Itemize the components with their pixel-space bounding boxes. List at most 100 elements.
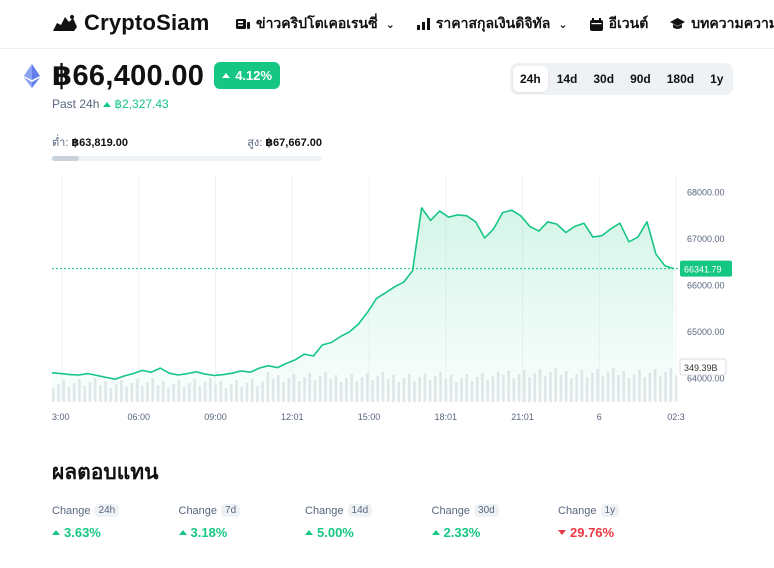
return-period-badge: 24h bbox=[94, 504, 120, 517]
return-period-badge: 14d bbox=[347, 504, 373, 517]
return-value: 29.76% bbox=[558, 525, 685, 540]
arrow-up-icon bbox=[305, 530, 313, 535]
x-tick-label: 3:00 bbox=[52, 412, 70, 422]
return-value: 3.18% bbox=[178, 525, 306, 540]
nav-item-events[interactable]: อีเวนต์ bbox=[589, 13, 649, 35]
high-price: สูง: ฿67,667.00 bbox=[247, 133, 322, 151]
return-label-text: Change bbox=[305, 504, 344, 517]
brand-logo[interactable]: CryptoSiam bbox=[52, 10, 209, 36]
x-tick-label: 09:00 bbox=[204, 412, 227, 422]
y-tick-label: 68000.00 bbox=[687, 188, 725, 198]
arrow-up-icon bbox=[178, 530, 187, 535]
nav-item-prices-label: ราคาสกุลเงินดิจิทัล bbox=[435, 15, 551, 31]
high-value: ฿67,667.00 bbox=[265, 137, 322, 149]
graduation-cap-icon bbox=[670, 18, 686, 29]
price-line bbox=[51, 207, 675, 380]
past-label: Past 24h bbox=[52, 97, 100, 111]
arrow-up-icon bbox=[431, 530, 440, 535]
volume-label: 349.39B bbox=[684, 363, 718, 373]
range-tab-180d[interactable]: 180d bbox=[666, 72, 695, 86]
return-label-text: Change bbox=[52, 504, 91, 517]
return-item-14d: Change 14d 5.00% bbox=[305, 504, 432, 540]
y-tick-label: 65000.00 bbox=[687, 327, 725, 337]
x-tick-label: 06:00 bbox=[127, 412, 150, 422]
price-range-fill bbox=[52, 156, 79, 161]
return-item-1y: Change 1y 29.76% bbox=[558, 504, 685, 540]
return-label-text: Change bbox=[431, 504, 471, 517]
main-menu: ข่าวคริปโตเคอเรนซี่ ⌄ ราคาสกุลเงินดิจิทั… bbox=[236, 13, 774, 35]
chevron-down-icon: ⌄ bbox=[385, 18, 395, 31]
arrow-up-icon bbox=[103, 101, 112, 107]
past-change-value: ฿2,327.43 bbox=[114, 97, 169, 111]
return-label: Change 24h bbox=[52, 504, 179, 517]
cryptosiam-logo-icon bbox=[53, 15, 77, 31]
nav-item-articles-label: บทความความรู้ bbox=[691, 15, 774, 31]
return-value: 2.33% bbox=[431, 525, 559, 540]
arrow-up-icon bbox=[222, 73, 231, 78]
price-chart[interactable]: 68000.00 67000.00 66000.00 65000.00 64000.00… bbox=[0, 170, 774, 430]
high-label: สูง: bbox=[247, 137, 263, 149]
range-tab-1y[interactable]: 1y bbox=[710, 72, 724, 86]
calendar-icon bbox=[589, 17, 603, 31]
x-tick-label: 15:00 bbox=[358, 412, 381, 422]
return-value-text: 3.63% bbox=[64, 525, 101, 540]
time-range-selector: 24h 14d 30d 90d 180d 1y bbox=[510, 63, 734, 95]
y-tick-label: 67000.00 bbox=[687, 234, 725, 244]
return-label: Change 1y bbox=[558, 504, 685, 517]
current-price: ฿66,400.00 bbox=[52, 60, 205, 92]
past-change: ฿2,327.43 bbox=[103, 97, 169, 111]
current-price-tag bbox=[680, 260, 732, 277]
volume-tag bbox=[679, 358, 727, 376]
low-value: ฿63,819.00 bbox=[71, 137, 129, 149]
return-item-24h: Change 24h 3.63% bbox=[52, 504, 179, 540]
volume-bar bbox=[674, 375, 678, 402]
return-value-text: 5.00% bbox=[317, 525, 354, 540]
returns-title: ผลตอบแทน bbox=[52, 461, 159, 484]
nav-item-news[interactable]: ข่าวคริปโตเคอเรนซี่ ⌄ bbox=[236, 13, 395, 35]
low-label: ต่ำ: bbox=[52, 137, 69, 149]
past-24h-change: Past 24h ฿2,327.43 bbox=[52, 97, 169, 111]
low-price: ต่ำ: ฿63,819.00 bbox=[52, 133, 128, 151]
x-tick-label: 12:01 bbox=[281, 412, 304, 422]
return-item-7d: Change 7d 3.18% bbox=[178, 504, 306, 540]
nav-item-prices[interactable]: ราคาสกุลเงินดิจิทัล ⌄ bbox=[416, 13, 568, 35]
bar-chart-icon bbox=[416, 18, 430, 30]
price-area bbox=[52, 207, 674, 402]
news-icon bbox=[236, 19, 250, 29]
range-tab-14d[interactable]: 14d bbox=[556, 72, 578, 86]
range-tab-30d[interactable]: 30d bbox=[593, 72, 615, 86]
returns-list: Change 24h 3.63% Change 7d 3.18% Change 14d 5.00… bbox=[52, 504, 685, 540]
return-item-30d: Change 30d 2.33% bbox=[431, 504, 559, 540]
return-value: 5.00% bbox=[305, 525, 432, 540]
top-navbar: CryptoSiam ข่าวคริปโตเคอเรนซี่ ⌄ ราคาสกุ… bbox=[0, 0, 774, 49]
return-value-text: 2.33% bbox=[443, 525, 481, 540]
price-header: ฿66,400.00 4.12% bbox=[24, 58, 281, 93]
price-change-value: 4.12% bbox=[235, 68, 273, 83]
chevron-down-icon: ⌄ bbox=[558, 18, 568, 31]
return-label: Change 30d bbox=[432, 504, 559, 517]
nav-item-articles[interactable]: บทความความรู้ bbox=[670, 13, 774, 35]
x-tick-label: 02:3 bbox=[667, 412, 685, 422]
return-label: Change 7d bbox=[179, 504, 306, 517]
return-value-text: 29.76% bbox=[570, 525, 615, 540]
y-tick-label: 66000.00 bbox=[687, 280, 725, 290]
nav-item-events-label: อีเวนต์ bbox=[608, 15, 649, 31]
x-tick-label: 18:01 bbox=[434, 412, 457, 422]
return-label-text: Change bbox=[178, 504, 218, 517]
ethereum-icon bbox=[24, 63, 40, 88]
x-tick-label: 6 bbox=[597, 412, 602, 422]
range-tab-24h[interactable]: 24h bbox=[513, 66, 548, 92]
return-period-badge: 7d bbox=[221, 504, 241, 517]
price-change-badge: 4.12% bbox=[214, 62, 281, 89]
nav-item-news-label: ข่าวคริปโตเคอเรนซี่ bbox=[256, 15, 378, 31]
price-range-bar bbox=[52, 156, 322, 161]
return-label: Change 14d bbox=[305, 504, 432, 517]
arrow-up-icon bbox=[52, 530, 60, 535]
arrow-down-icon bbox=[558, 530, 566, 535]
return-label-text: Change bbox=[558, 504, 597, 517]
y-tick-label: 64000.00 bbox=[687, 373, 725, 383]
return-period-badge: 1y bbox=[600, 504, 620, 517]
return-period-badge: 30d bbox=[474, 504, 499, 517]
range-tab-90d[interactable]: 90d bbox=[630, 72, 651, 86]
brand-name: CryptoSiam bbox=[84, 10, 210, 35]
